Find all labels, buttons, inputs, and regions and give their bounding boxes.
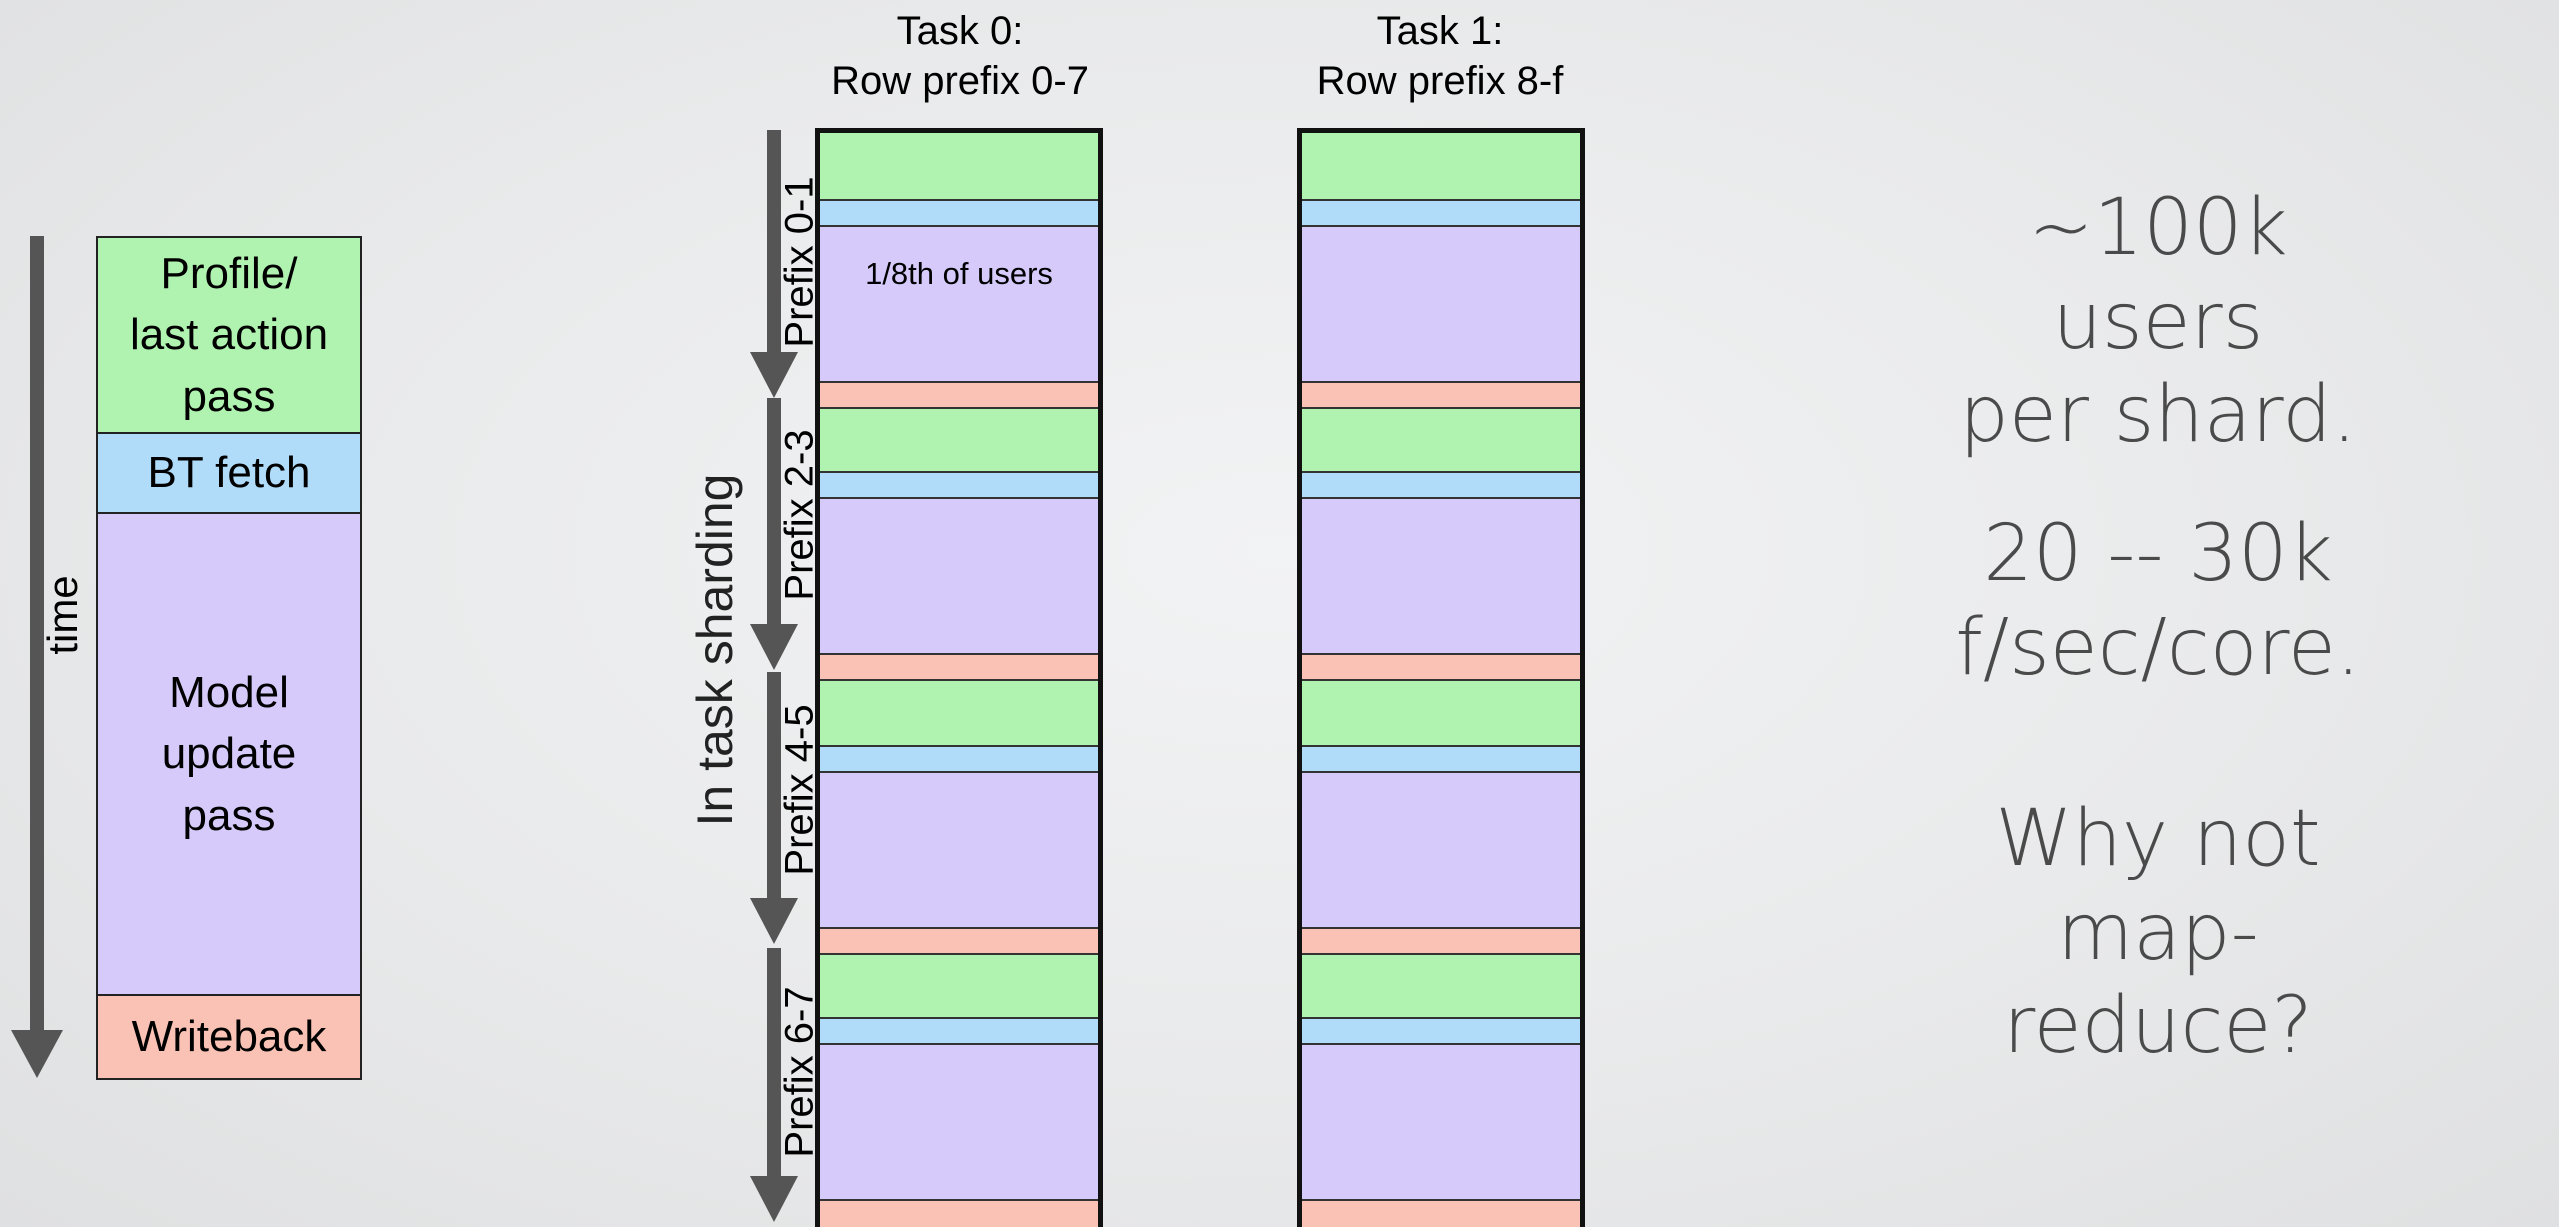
profile-pass-block: [1302, 133, 1580, 201]
profile-pass-block: [1302, 409, 1580, 473]
prefix-0-1-arrow: [767, 130, 781, 360]
prefix-2-3-arrow: [767, 398, 781, 632]
model-update-block: [1302, 499, 1580, 655]
task-0-header: Task 0: Row prefix 0-7: [831, 9, 1089, 103]
bt-fetch-block: [820, 1019, 1098, 1045]
model-update-block: 1/8th of users: [820, 227, 1098, 383]
profile-pass-block: [820, 409, 1098, 473]
writeback-block: [1302, 929, 1580, 955]
task-1-header: Task 1: Row prefix 8-f: [1316, 9, 1564, 103]
model-update-block: [1302, 1045, 1580, 1201]
model-update-block: [1302, 227, 1580, 383]
block-label: 1/8th of users: [865, 256, 1053, 291]
prefix-4-5-arrow-head: [750, 898, 798, 944]
writeback-block: [1302, 1201, 1580, 1227]
bt-fetch-block: [1302, 1019, 1580, 1045]
bt-fetch-block: [820, 201, 1098, 227]
writeback-block: [820, 655, 1098, 681]
task-1-column: [1297, 128, 1585, 1227]
prefix-0-1-arrow-head: [750, 352, 798, 398]
writeback-block: [820, 929, 1098, 955]
legend-bt-fetch: BT fetch: [98, 434, 360, 514]
writeback-block: [820, 1201, 1098, 1227]
bt-fetch-block: [820, 473, 1098, 499]
bt-fetch-block: [1302, 747, 1580, 773]
time-label: time: [39, 575, 86, 655]
profile-pass-block: [820, 955, 1098, 1019]
model-update-block: [820, 1045, 1098, 1201]
legend-model-update-pass: Model update pass: [98, 514, 360, 996]
writeback-block: [1302, 655, 1580, 681]
profile-pass-block: [1302, 681, 1580, 747]
time-arrow-head: [11, 1030, 63, 1078]
in-task-sharding-label: In task sharding: [687, 473, 743, 827]
bt-fetch-block: [1302, 201, 1580, 227]
model-update-block: [820, 773, 1098, 929]
writeback-block: [820, 383, 1098, 409]
users-per-shard-note: ~100k users per shard.: [1959, 183, 2357, 461]
profile-pass-block: [820, 133, 1098, 201]
profile-pass-block: [1302, 955, 1580, 1019]
task-0-column: 1/8th of users: [815, 128, 1103, 1227]
model-update-block: [820, 499, 1098, 655]
legend-writeback: Writeback: [98, 996, 360, 1078]
prefix-6-7-arrow: [767, 948, 781, 1182]
prefix-6-7-arrow-head: [750, 1176, 798, 1222]
bt-fetch-block: [1302, 473, 1580, 499]
writeback-block: [1302, 383, 1580, 409]
model-update-block: [1302, 773, 1580, 929]
bt-fetch-block: [820, 747, 1098, 773]
profile-pass-block: [820, 681, 1098, 747]
time-arrow: [30, 236, 44, 1036]
throughput-note: 20 -- 30k f/sec/core.: [1955, 509, 2361, 693]
map-reduce-question: Why not map-reduce?: [1995, 794, 2321, 1072]
legend-profile-pass: Profile/ last action pass: [98, 238, 360, 434]
phase-legend: Profile/ last action pass BT fetch Model…: [96, 236, 362, 1080]
prefix-2-3-arrow-head: [750, 624, 798, 670]
prefix-4-5-arrow: [767, 672, 781, 906]
